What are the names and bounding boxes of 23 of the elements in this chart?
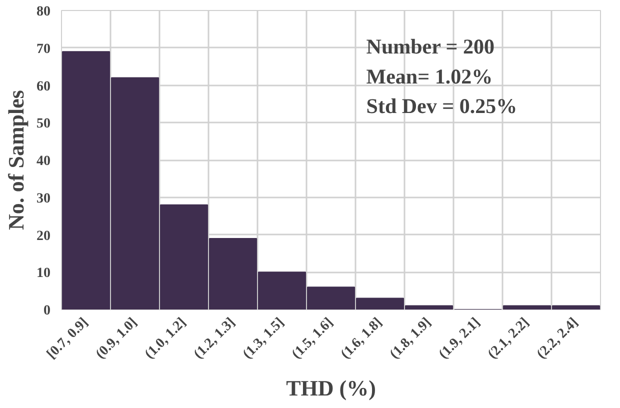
y-tick-label: 30 — [36, 191, 50, 206]
y-tick-label: 50 — [36, 116, 50, 132]
y-tick-label: 10 — [36, 266, 50, 282]
annotation: Number = 200 — [366, 34, 495, 58]
y-tick-label: 20 — [36, 228, 50, 244]
annotation: Std Dev = 0.25% — [366, 94, 518, 118]
x-tick-label: (0.9, 1.0] — [93, 315, 140, 362]
y-tick-label: 60 — [36, 79, 50, 94]
x-tick-label: (2.1, 2.2] — [485, 315, 532, 362]
x-tick-label: (1.3, 1.5] — [240, 315, 288, 362]
x-tick-label: (1.6, 1.8] — [338, 315, 386, 362]
x-tick-label: (2.2, 2.4] — [534, 315, 582, 362]
y-axis-title: No. of Samples — [4, 90, 28, 230]
x-tick-label: (1.2, 1.3] — [191, 315, 238, 362]
y-tick-label: 40 — [36, 154, 50, 169]
x-tick-label: (1.9, 2.1] — [436, 315, 484, 362]
x-tick-label: (1.0, 1.2] — [142, 315, 190, 362]
x-axis-title: THD (%) — [286, 375, 376, 400]
x-tick-label: (1.5, 1.6] — [289, 315, 336, 362]
x-tick-label: (1.8, 1.9] — [387, 315, 434, 362]
annotation: Mean= 1.02% — [366, 64, 493, 88]
y-tick-label: 70 — [36, 42, 50, 57]
y-tick-label: 80 — [36, 4, 50, 20]
